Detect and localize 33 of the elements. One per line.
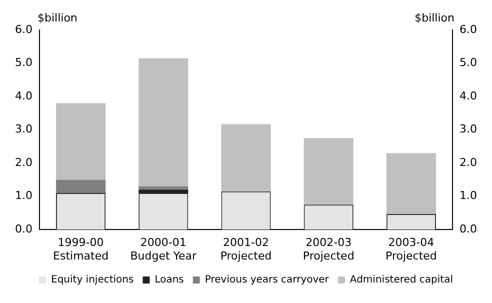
bar xyxy=(56,103,106,180)
x-tick-label: 2001-02 Projected xyxy=(220,236,272,262)
legend-label: Equity injections xyxy=(50,274,134,286)
bar xyxy=(386,153,436,214)
y2-tick-label: 1.0 xyxy=(460,189,478,202)
bar xyxy=(304,138,354,205)
y-tick-label: 0.0 xyxy=(14,222,32,236)
y-tick-label: 6.0 xyxy=(14,22,32,36)
bar xyxy=(138,190,188,194)
y-axis-title: $billion xyxy=(37,11,78,24)
y-tick-label: 2.0 xyxy=(14,156,32,169)
y-tick-label: 4.0 xyxy=(14,89,32,102)
bar xyxy=(138,186,188,190)
legend-label: Loans xyxy=(154,274,184,286)
y2-tick-label: 6.0 xyxy=(460,22,478,36)
y2-tick-label: 3.0 xyxy=(460,122,478,136)
bar xyxy=(138,58,188,186)
y-tick-label: 5.0 xyxy=(14,56,32,70)
y2-axis-title: $billion xyxy=(414,11,455,24)
x-tick-label: 1999-00 Estimated xyxy=(53,236,109,262)
legend-label: Administered capital xyxy=(350,274,454,286)
y2-tick-label: 5.0 xyxy=(460,56,478,70)
y-tick-label: 1.0 xyxy=(14,189,32,202)
x-tick-label: 2003-04 Projected xyxy=(386,236,437,262)
y2-tick-label: 2.0 xyxy=(460,156,478,169)
legend-label: Previous years carryover xyxy=(204,274,330,286)
bar xyxy=(221,124,271,192)
y-tick-label: 3.0 xyxy=(14,122,32,136)
y2-tick-label: 4.0 xyxy=(460,89,478,102)
x-tick-label: 2002-03 Projected xyxy=(302,236,354,262)
y2-tick-label: 0.0 xyxy=(460,222,478,236)
bar xyxy=(56,180,106,194)
x-tick-label: 2000-01 Budget Year xyxy=(130,236,198,262)
